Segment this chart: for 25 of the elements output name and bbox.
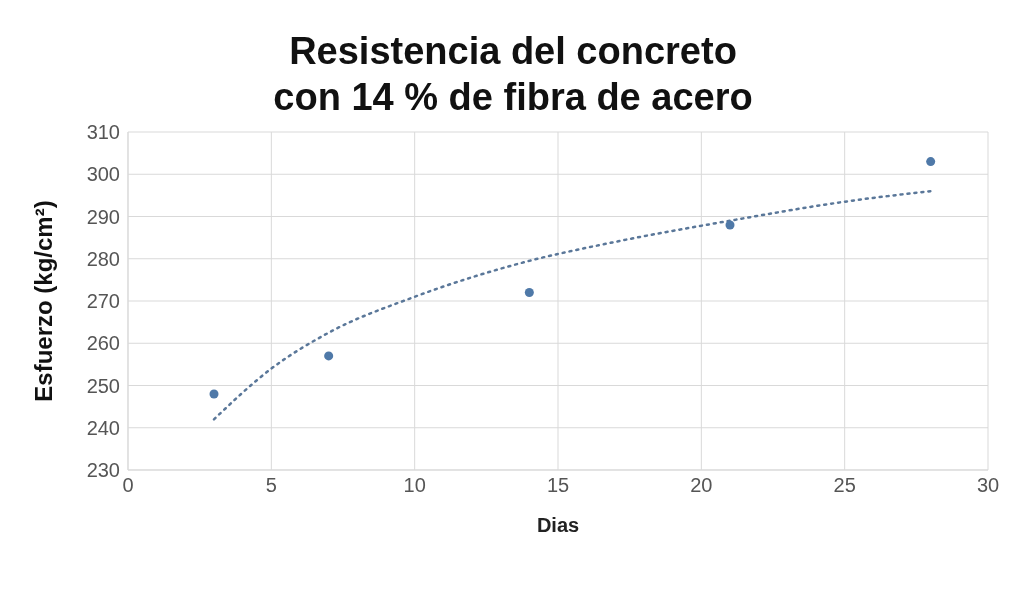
x-tick-label: 0 bbox=[122, 474, 134, 497]
y-tick-label: 260 bbox=[86, 332, 120, 355]
point bbox=[209, 389, 219, 399]
point bbox=[524, 288, 534, 298]
y-tick-label: 290 bbox=[86, 205, 120, 228]
y-tick-label: 280 bbox=[86, 247, 120, 270]
y-tick-label: 240 bbox=[86, 416, 120, 439]
x-tick-label: 5 bbox=[265, 474, 277, 497]
x-tick-label: 15 bbox=[546, 474, 570, 497]
x-tick-label: 10 bbox=[403, 474, 426, 497]
x-tick-label: 25 bbox=[833, 474, 856, 497]
y-axis-title: Esfuerzo (kg/cm²) bbox=[29, 200, 57, 402]
point bbox=[926, 157, 936, 167]
y-tick-label: 250 bbox=[86, 374, 120, 397]
x-tick-label: 30 bbox=[976, 474, 1000, 497]
y-tick-label: 300 bbox=[86, 163, 120, 186]
line-series bbox=[212, 189, 932, 421]
point bbox=[725, 220, 735, 230]
x-axis-title: Dias bbox=[536, 514, 580, 536]
y-tick-label: 230 bbox=[86, 459, 120, 482]
x-tick-label: 20 bbox=[690, 474, 713, 497]
chart-title: Resistencia del concreto con 14 % de fibra de acero bbox=[272, 29, 754, 120]
point bbox=[324, 351, 334, 361]
y-tick-label: 270 bbox=[86, 290, 120, 313]
y-tick-label: 310 bbox=[86, 121, 120, 144]
